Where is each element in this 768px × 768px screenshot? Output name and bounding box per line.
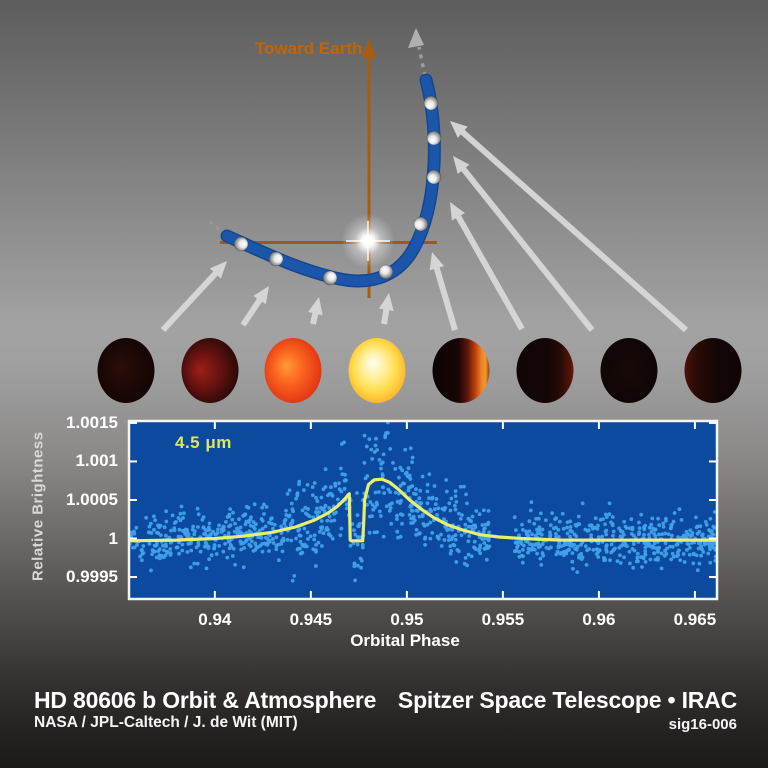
planet-phase-warming-dawn-glow [181,338,239,403]
phase-pointer-arrows [160,121,688,333]
y-tick-label: 1.0005 [66,489,118,509]
y-tick-label: 1.001 [75,451,118,471]
wavelength-label: 4.5 μm [175,433,232,452]
axis-ticks [130,421,716,598]
phase-pointer-arrow-icon [378,293,394,325]
planet-phase-faint-residual-glow [684,338,742,403]
orbit-planet-marker-icon [233,236,249,252]
x-axis-title: Orbital Phase [350,631,460,650]
phase-pointer-arrow-icon [453,156,595,332]
planet-phase-cooled-dark-side [600,338,658,403]
telescope-title: Spitzer Space Telescope • IRAC [397,687,737,713]
orbit-diagram: Toward Earth [97,28,742,403]
toward-earth-arrowhead-icon [362,38,376,58]
planet-phase-peak-heating-hottest [348,338,406,403]
model-curve [129,477,717,543]
x-tick-label: 0.955 [481,610,525,629]
x-tick-label: 0.94 [198,610,232,629]
y-tick-label: 0.9995 [66,567,118,587]
orbit-dashed-inbound [207,218,226,236]
y-tick-label: 1.0015 [66,412,118,432]
planet-phase-spheres [97,338,742,403]
y-axis-title: Relative Brightness [29,431,47,581]
scatter-points [129,421,717,583]
orbit-planet-marker-icon [268,251,284,267]
x-tick-label: 0.945 [289,610,333,629]
planet-phase-cooling-terminator [432,338,490,403]
orbit-planet-markers [233,95,442,286]
phase-pointer-arrow-icon [450,202,525,331]
figure-title: HD 80606 b Orbit & Atmosphere [34,687,377,713]
orbit-planet-marker-icon [413,216,429,232]
planet-phase-night-side-cold [97,338,155,403]
orbit-planet-marker-icon [426,130,442,146]
credit-line: NASA / JPL-Caltech / J. de Wit (MIT) [34,714,298,731]
x-tick-label: 0.965 [673,610,717,629]
phase-pointer-arrow-icon [450,121,688,333]
orbit-planet-marker-icon [426,169,442,185]
orbit-planet-marker-icon [322,270,338,286]
toward-earth-label: Toward Earth [255,39,362,58]
figure-id: sig16-006 [668,716,737,733]
phase-pointer-arrow-icon [240,286,269,327]
star-core-icon [363,236,373,246]
orbit-direction-arrowhead-icon [408,28,424,48]
phase-pointer-arrow-icon [429,252,458,331]
host-star [341,214,395,268]
orbit-planet-marker-icon [378,264,394,280]
y-tick-label: 1 [108,528,118,548]
orbit-planet-marker-icon [423,95,439,111]
phase-pointer-arrow-icon [307,297,323,325]
x-tick-label: 0.95 [390,610,424,629]
plot-border [127,419,719,601]
x-tick-label: 0.96 [582,610,616,629]
phase-pointer-arrow-icon [160,261,227,333]
planet-phase-rapid-heating [264,338,322,403]
planet-phase-cooling-night-side [516,338,574,403]
